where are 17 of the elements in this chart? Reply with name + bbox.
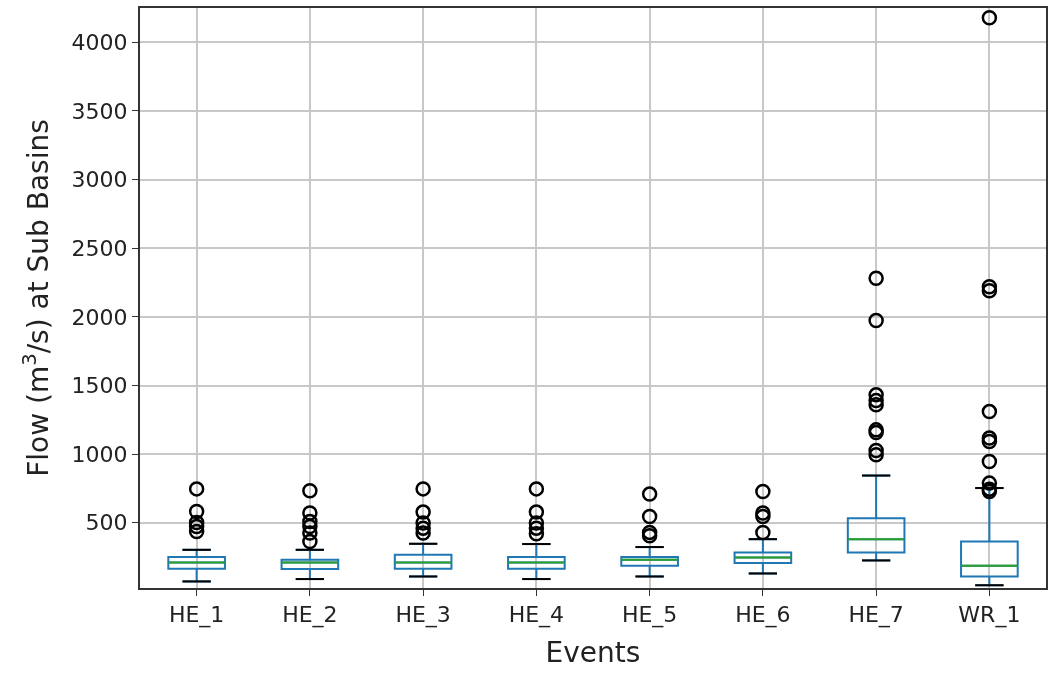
- x-axis-title: Events: [545, 636, 641, 669]
- y-tick-label: 500: [85, 510, 128, 536]
- y-tick-label: 3000: [71, 167, 128, 193]
- y-tick-label: 2500: [71, 235, 128, 261]
- x-tick-label: HE_6: [735, 602, 791, 629]
- y-tick-label: 4000: [71, 30, 128, 56]
- y-tick-label: 3500: [71, 98, 128, 124]
- x-tick-label: WR_1: [958, 602, 1021, 629]
- y-tick-label: 1500: [71, 373, 128, 399]
- x-tick-label: HE_7: [848, 602, 904, 629]
- x-tick-label: HE_1: [168, 602, 225, 629]
- x-tick-label: HE_3: [395, 602, 451, 629]
- y-tick-label: 2000: [71, 304, 128, 330]
- y-tick-label: 1000: [71, 441, 128, 467]
- x-tick-label: HE_4: [508, 602, 565, 629]
- x-tick-label: HE_2: [282, 602, 338, 629]
- x-tick-label: HE_5: [621, 602, 678, 629]
